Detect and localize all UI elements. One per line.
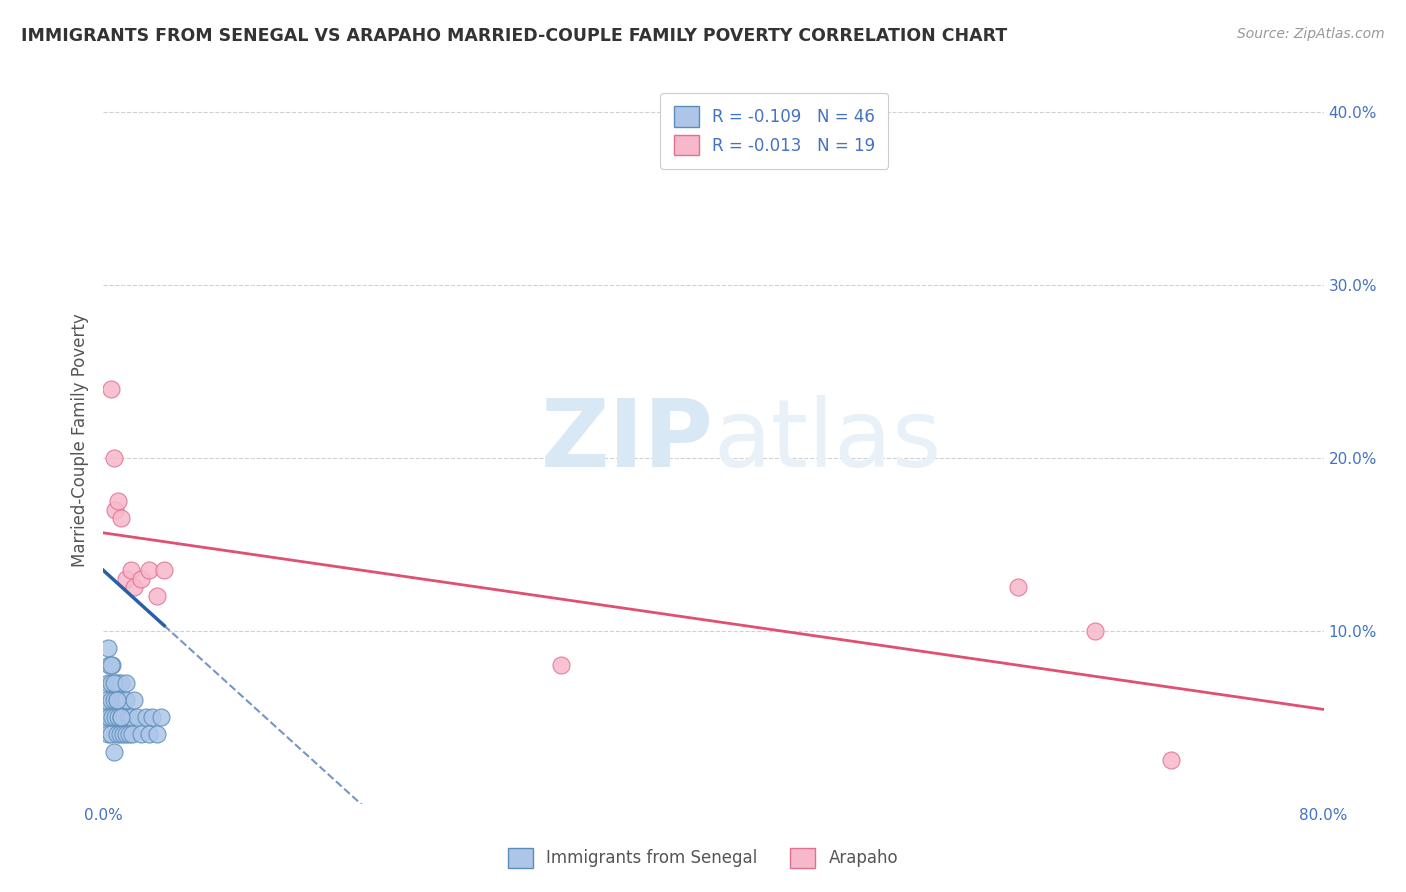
Y-axis label: Married-Couple Family Poverty: Married-Couple Family Poverty [72, 314, 89, 567]
Text: Source: ZipAtlas.com: Source: ZipAtlas.com [1237, 27, 1385, 41]
Point [104, 675, 127, 690]
Text: atlas: atlas [713, 394, 942, 486]
Point [138, 563, 160, 577]
Point [110, 511, 132, 525]
Point [115, 675, 138, 690]
Point [105, 727, 128, 741]
Point [115, 572, 138, 586]
Point [125, 710, 148, 724]
Point [120, 563, 142, 577]
Point [105, 693, 128, 707]
Point [97, 640, 120, 655]
Point [100, 675, 122, 690]
Point [100, 382, 122, 396]
Point [110, 675, 132, 690]
Point [104, 502, 127, 516]
Point [103, 693, 125, 707]
Point [105, 693, 128, 707]
Point [103, 450, 125, 465]
Point [107, 494, 129, 508]
Point [101, 710, 124, 724]
Point [1007, 581, 1029, 595]
Point [103, 745, 125, 759]
Point [120, 710, 142, 724]
Point [100, 658, 122, 673]
Point [97, 675, 120, 690]
Text: ZIP: ZIP [540, 394, 713, 486]
Point [96, 693, 118, 707]
Point [100, 693, 122, 707]
Point [111, 727, 134, 741]
Point [110, 710, 132, 724]
Point [135, 710, 157, 724]
Point [104, 710, 127, 724]
Point [150, 710, 173, 724]
Point [121, 727, 143, 741]
Point [129, 727, 152, 741]
Point [101, 658, 124, 673]
Point [107, 675, 129, 690]
Point [107, 710, 129, 724]
Point [117, 710, 139, 724]
Point [145, 589, 167, 603]
Point [122, 581, 145, 595]
Point [93, 710, 115, 724]
Point [1084, 624, 1107, 638]
Point [114, 710, 136, 724]
Point [108, 727, 131, 741]
Point [110, 710, 132, 724]
Point [1160, 753, 1182, 767]
Legend: R = -0.109   N = 46, R = -0.013   N = 19: R = -0.109 N = 46, R = -0.013 N = 19 [661, 93, 889, 169]
Point [138, 727, 160, 741]
Point [141, 710, 163, 724]
Point [153, 563, 176, 577]
Point [122, 693, 145, 707]
Point [103, 675, 125, 690]
Point [145, 727, 167, 741]
Point [118, 727, 141, 741]
Legend: Immigrants from Senegal, Arapaho: Immigrants from Senegal, Arapaho [501, 841, 905, 875]
Point [111, 693, 134, 707]
Point [100, 727, 122, 741]
Point [129, 572, 152, 586]
Point [550, 658, 572, 673]
Point [98, 658, 121, 673]
Point [97, 727, 120, 741]
Point [115, 727, 138, 741]
Text: IMMIGRANTS FROM SENEGAL VS ARAPAHO MARRIED-COUPLE FAMILY POVERTY CORRELATION CHA: IMMIGRANTS FROM SENEGAL VS ARAPAHO MARRI… [21, 27, 1007, 45]
Point [108, 693, 131, 707]
Point [98, 710, 121, 724]
Point [115, 693, 138, 707]
